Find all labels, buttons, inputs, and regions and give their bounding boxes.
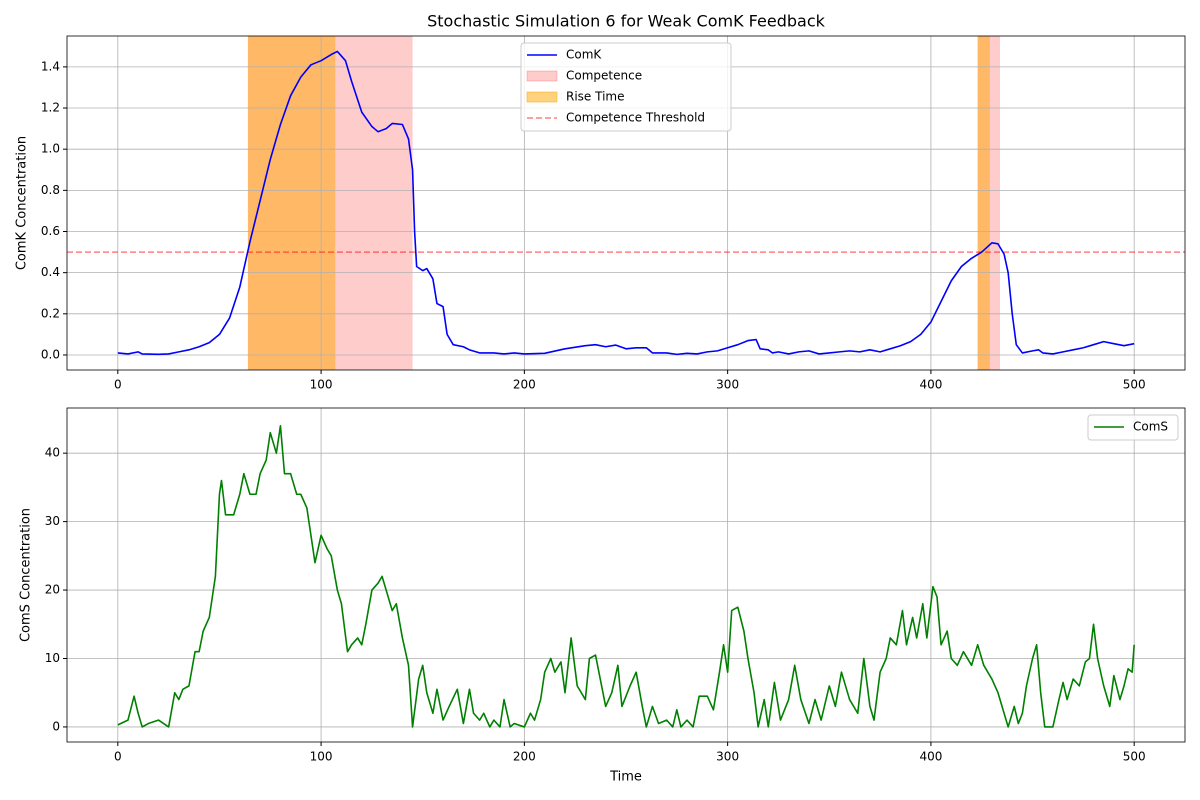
axes-frame — [66, 35, 1186, 371]
y-tick-label: 1.2 — [41, 101, 60, 115]
y-tick-label: 0.0 — [41, 347, 60, 361]
y-tick-label: 10 — [45, 651, 60, 665]
legend-swatch — [526, 91, 558, 103]
shaded-span — [977, 36, 990, 370]
x-tick-label: 400 — [919, 378, 942, 392]
x-tick-label: 0 — [114, 750, 122, 764]
x-tick-label: 100 — [310, 750, 333, 764]
data-line — [117, 50, 1135, 356]
y-tick-label: 0.2 — [41, 306, 60, 320]
x-tick-label: 500 — [1123, 750, 1146, 764]
x-tick-label: 300 — [716, 378, 739, 392]
y-tick-label: 40 — [45, 446, 60, 460]
y-tick-label: 1.0 — [41, 142, 60, 156]
legend-label: ComK — [566, 48, 602, 62]
legend-box — [1087, 414, 1179, 441]
y-tick-label: 0.6 — [41, 224, 60, 238]
legend-label: Competence — [566, 69, 642, 83]
x-tick-label: 300 — [716, 750, 739, 764]
chart-title: Stochastic Simulation 6 for Weak ComK Fe… — [427, 12, 826, 31]
legend-box — [520, 42, 732, 132]
y-tick-label: 1.4 — [41, 59, 60, 73]
shaded-span — [247, 36, 336, 370]
y-tick-label: 30 — [45, 514, 60, 528]
x-tick-label: 400 — [919, 750, 942, 764]
x-tick-label: 100 — [310, 378, 333, 392]
x-tick-label: 500 — [1123, 378, 1146, 392]
x-tick-label: 0 — [114, 378, 122, 392]
y-tick-label: 0 — [52, 719, 60, 733]
y-tick-label: 20 — [45, 583, 60, 597]
x-tick-label: 200 — [513, 750, 536, 764]
axes-frame — [66, 407, 1186, 743]
y-axis-label: ComK Concentration — [15, 136, 30, 270]
x-tick-label: 200 — [513, 378, 536, 392]
y-tick-label: 0.8 — [41, 183, 60, 197]
legend-label: Rise Time — [566, 90, 625, 104]
data-line — [117, 424, 1135, 728]
legend-label: ComS — [1133, 420, 1168, 434]
y-tick-label: 0.4 — [41, 265, 60, 279]
y-axis-label: ComS Concentration — [19, 508, 34, 642]
legend-label: Competence Threshold — [566, 111, 705, 125]
x-axis-label: Time — [609, 770, 642, 785]
legend-swatch — [526, 70, 558, 82]
